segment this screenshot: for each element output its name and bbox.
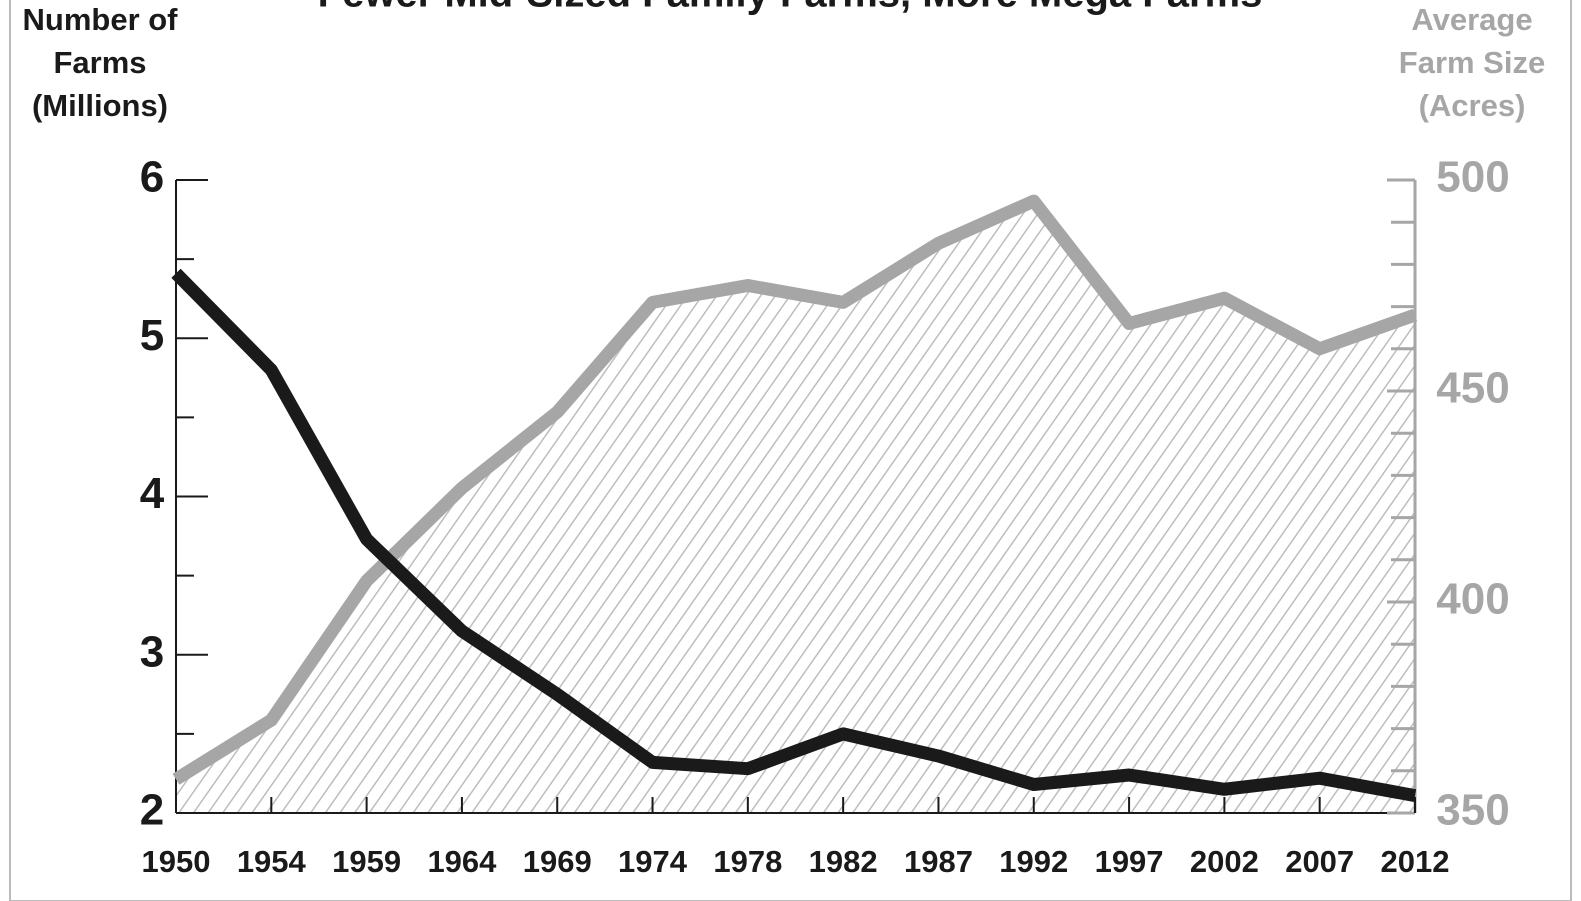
frame: [9, 0, 1572, 901]
x-tick-label: 1992: [999, 844, 1068, 879]
x-tick-label: 2012: [1381, 844, 1450, 879]
x-tick-label: 1997: [1095, 844, 1164, 879]
y-tick-label: 2: [140, 786, 164, 835]
x-tick-label: 1954: [237, 844, 307, 879]
y-axis-label: (Millions): [32, 88, 168, 123]
line: [172, 194, 1418, 785]
y2-tick-label: 350: [1436, 786, 1509, 835]
x-tick-label: 1950: [142, 844, 211, 879]
chart-title: Fewer Mid-Sized Family Farms, More Mega …: [318, 0, 1263, 16]
x-tick-label: 1959: [332, 844, 401, 879]
x-tick-label: 2007: [1285, 844, 1354, 879]
y2-axis-label: (Acres): [1419, 88, 1526, 123]
x-tick-label: 1982: [809, 844, 878, 879]
x-tick-label: 1969: [523, 844, 592, 879]
y-tick-label: 3: [140, 627, 164, 676]
x-tick-label: 1964: [427, 844, 497, 879]
y-tick-label: 6: [140, 153, 164, 202]
y2-tick-label: 450: [1436, 364, 1509, 413]
x-tick-label: 2002: [1190, 844, 1259, 879]
y2-axis-label: Farm Size: [1399, 45, 1545, 80]
y-axis-label: Farms: [53, 45, 146, 80]
y2-tick-label: 500: [1436, 153, 1509, 202]
x-tick-label: 1987: [904, 844, 973, 879]
y2-axis-label: Average: [1411, 2, 1532, 37]
line: [171, 268, 1417, 802]
y2-tick-label: 400: [1436, 575, 1509, 624]
y-tick-label: 5: [140, 311, 164, 360]
x-tick-label: 1974: [618, 844, 688, 879]
x-tick-label: 1978: [713, 844, 782, 879]
area: [176, 201, 1415, 814]
y-axis-label: Number of: [23, 2, 179, 37]
y-tick-label: 4: [140, 469, 165, 518]
